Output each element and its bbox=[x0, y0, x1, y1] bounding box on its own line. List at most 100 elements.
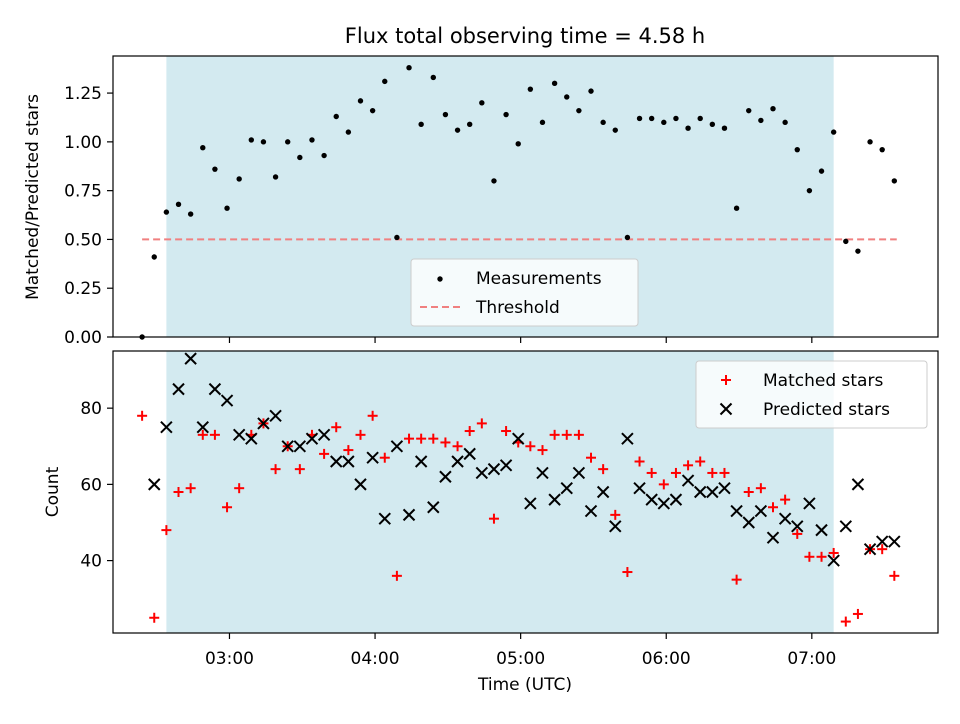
bottom-y-axis-label: Count bbox=[43, 466, 63, 517]
measurement-point bbox=[163, 209, 170, 215]
measurement-point bbox=[636, 115, 643, 122]
measurement-point bbox=[527, 86, 534, 92]
predicted-star-point bbox=[475, 466, 489, 480]
matched-star-point bbox=[537, 445, 548, 456]
predicted-star-point bbox=[414, 455, 428, 468]
predicted-star-point bbox=[366, 451, 379, 464]
matched-star-point bbox=[743, 487, 754, 497]
top-y-axis: 0.00 0.25 0.50 0.75 1.00 1.25 bbox=[64, 84, 113, 348]
matched-star-point bbox=[634, 456, 645, 467]
measurement-point bbox=[406, 65, 412, 71]
measurement-point bbox=[212, 166, 218, 172]
predicted-star-point bbox=[378, 512, 391, 525]
measurement-point bbox=[673, 115, 679, 122]
matched-star-point bbox=[840, 616, 851, 627]
bottom-y-tick-label: 40 bbox=[80, 552, 102, 572]
matched-star-point bbox=[149, 612, 160, 623]
x-tick-label: 03:00 bbox=[205, 649, 254, 669]
matched-star-point bbox=[670, 467, 681, 478]
measurement-point bbox=[357, 98, 364, 104]
predicted-star-point bbox=[220, 394, 234, 407]
x-axis-label: Time (UTC) bbox=[477, 675, 572, 695]
matched-star-point bbox=[828, 547, 839, 558]
measurement-point bbox=[479, 100, 485, 106]
measurement-point bbox=[297, 154, 303, 161]
matched-star-point bbox=[197, 429, 208, 440]
predicted-star-point bbox=[693, 485, 707, 499]
legend-cross bbox=[719, 402, 733, 416]
matched-star-point bbox=[319, 448, 330, 459]
matched-star-point bbox=[367, 410, 378, 421]
predicted-star-point bbox=[196, 421, 209, 434]
matched-star-point bbox=[877, 544, 888, 555]
predicted-star-point bbox=[645, 493, 658, 506]
measurement-point bbox=[539, 119, 546, 126]
matched-star-point bbox=[622, 567, 633, 578]
predicted-star-point bbox=[342, 455, 355, 468]
predicted-star-point bbox=[560, 481, 573, 495]
measurement-point bbox=[224, 205, 230, 211]
bottom-x-axis: 03:00 04:00 05:00 06:00 07:00 bbox=[205, 633, 836, 669]
top-y-tick-label: 0.00 bbox=[64, 328, 102, 348]
measurement-point bbox=[697, 115, 703, 122]
matched-star-point bbox=[573, 429, 584, 440]
measurement-point bbox=[843, 238, 849, 245]
chart-title: Flux total observing time = 4.58 h bbox=[345, 24, 705, 48]
predicted-star-point bbox=[791, 520, 804, 533]
predicted-star-point bbox=[184, 352, 197, 365]
matched-stars-points bbox=[137, 410, 900, 627]
matched-star-point bbox=[719, 467, 730, 478]
predicted-star-point bbox=[536, 466, 549, 480]
measurement-point bbox=[491, 178, 497, 184]
matched-star-point bbox=[234, 483, 245, 494]
measurement-point bbox=[661, 119, 667, 126]
predicted-star-point bbox=[742, 516, 755, 529]
matched-star-point bbox=[889, 570, 900, 581]
matched-star-point bbox=[586, 452, 597, 463]
matched-star-point bbox=[695, 456, 706, 467]
predicted-star-point bbox=[172, 382, 185, 396]
top-y-tick-label: 1.00 bbox=[64, 133, 102, 153]
predicted-star-point bbox=[778, 512, 792, 525]
measurement-point bbox=[248, 137, 255, 143]
predicted-star-point bbox=[718, 481, 731, 495]
measurement-point bbox=[382, 78, 388, 85]
measurement-point bbox=[430, 74, 436, 81]
matched-star-point bbox=[476, 418, 487, 429]
matched-star-point bbox=[768, 502, 778, 513]
matched-star-point bbox=[598, 464, 609, 475]
predicted-star-point bbox=[681, 474, 695, 487]
measurement-point bbox=[321, 152, 327, 159]
matched-star-point bbox=[416, 433, 427, 444]
predicted-star-point bbox=[888, 535, 901, 548]
predicted-star-point bbox=[621, 432, 634, 445]
predicted-star-point bbox=[330, 455, 343, 468]
bottom-legend-box bbox=[695, 360, 928, 429]
measurement-point bbox=[891, 178, 898, 184]
measurement-point bbox=[345, 129, 352, 135]
top-plot-frame bbox=[112, 55, 939, 338]
top-legend: Measurements Threshold bbox=[410, 258, 639, 327]
predicted-star-point bbox=[596, 485, 610, 499]
matched-star-point bbox=[683, 460, 694, 471]
measurement-point bbox=[564, 94, 570, 100]
measurement-point bbox=[721, 125, 728, 131]
matched-star-point bbox=[222, 502, 233, 513]
matched-star-point bbox=[379, 452, 390, 463]
x-tick-label: 06:00 bbox=[642, 649, 691, 669]
measurement-point bbox=[709, 121, 716, 127]
matched-star-point bbox=[658, 479, 669, 490]
predicted-star-point bbox=[208, 382, 222, 396]
predicted-star-point bbox=[257, 417, 270, 430]
legend-matched-label: Matched stars bbox=[763, 371, 883, 391]
matched-star-point bbox=[185, 483, 196, 494]
predicted-star-point bbox=[390, 440, 404, 453]
measurement-point bbox=[685, 125, 691, 131]
matched-star-point bbox=[270, 464, 281, 475]
matched-star-point bbox=[161, 525, 172, 536]
measurement-point bbox=[515, 141, 521, 147]
measurement-point bbox=[624, 234, 631, 241]
legend-matched-marker bbox=[721, 375, 731, 385]
matched-star-point bbox=[646, 467, 657, 478]
